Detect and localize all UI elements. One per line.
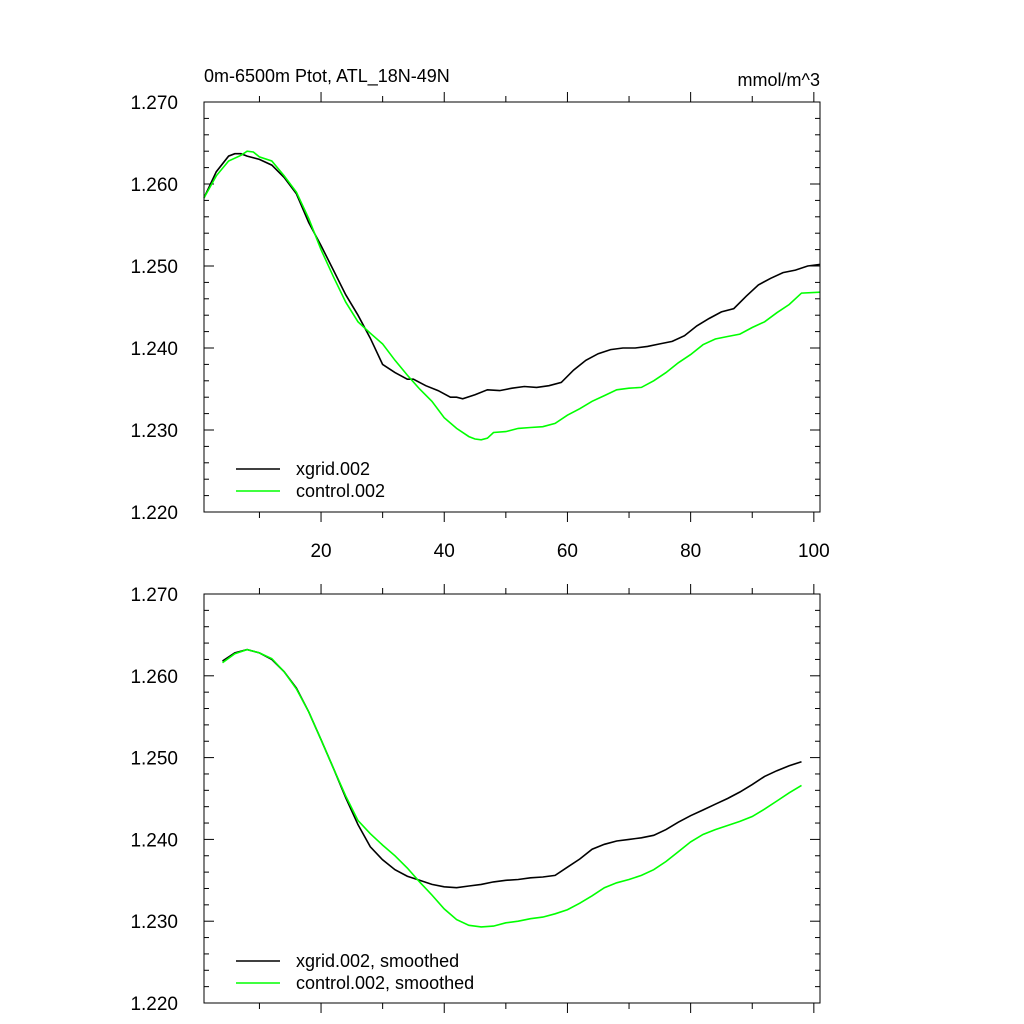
bottom-panel-ticks bbox=[204, 584, 820, 1013]
bottom-panel-y-tick-labels: 1.220 1.230 1.240 1.250 1.260 1.270 bbox=[130, 585, 178, 1015]
bottom-panel-legend: xgrid.002, smoothed control.002, smoothe… bbox=[236, 951, 474, 993]
legend-label-control-smoothed: control.002, smoothed bbox=[296, 973, 474, 993]
top-panel-y-tick-labels: 1.220 1.230 1.240 1.250 1.260 1.270 bbox=[130, 93, 178, 524]
top-panel-units: mmol/m^3 bbox=[738, 70, 820, 90]
legend-label-control: control.002 bbox=[296, 481, 385, 501]
y-tick-label: 1.270 bbox=[130, 585, 178, 606]
y-tick-label: 1.240 bbox=[130, 830, 178, 851]
top-panel-x-tick-labels: 20 40 60 80 100 bbox=[310, 541, 829, 562]
y-tick-label: 1.250 bbox=[130, 749, 178, 770]
series-line-control-smoothed bbox=[222, 648, 802, 928]
x-tick-label: 100 bbox=[798, 541, 830, 562]
series-line-control bbox=[203, 150, 821, 441]
x-tick-label: 80 bbox=[680, 541, 701, 562]
series-line-xgrid bbox=[203, 152, 821, 400]
top-panel-legend: xgrid.002 control.002 bbox=[236, 459, 385, 501]
x-tick-label: 60 bbox=[557, 541, 578, 562]
legend-label-xgrid-smoothed: xgrid.002, smoothed bbox=[296, 951, 459, 971]
top-panel: 0m-6500m Ptot, ATL_18N-49N mmol/m^3 1.22… bbox=[130, 66, 829, 562]
top-panel-ticks bbox=[204, 92, 820, 522]
top-panel-title: 0m-6500m Ptot, ATL_18N-49N bbox=[204, 66, 450, 87]
x-tick-label: 40 bbox=[434, 541, 455, 562]
y-tick-label: 1.220 bbox=[130, 994, 178, 1015]
bottom-panel-frame bbox=[203, 593, 821, 1004]
y-tick-label: 1.230 bbox=[130, 912, 178, 933]
y-tick-label: 1.220 bbox=[130, 503, 178, 524]
legend-label-xgrid: xgrid.002 bbox=[296, 459, 370, 479]
y-tick-label: 1.270 bbox=[130, 93, 178, 114]
bottom-panel: 1.220 1.230 1.240 1.250 1.260 1.270 xgri… bbox=[130, 584, 821, 1015]
y-tick-label: 1.250 bbox=[130, 257, 178, 278]
y-tick-label: 1.230 bbox=[130, 421, 178, 442]
y-tick-label: 1.240 bbox=[130, 339, 178, 360]
top-panel-frame bbox=[203, 101, 821, 513]
y-tick-label: 1.260 bbox=[130, 667, 178, 688]
x-tick-label: 20 bbox=[310, 541, 331, 562]
y-tick-label: 1.260 bbox=[130, 175, 178, 196]
